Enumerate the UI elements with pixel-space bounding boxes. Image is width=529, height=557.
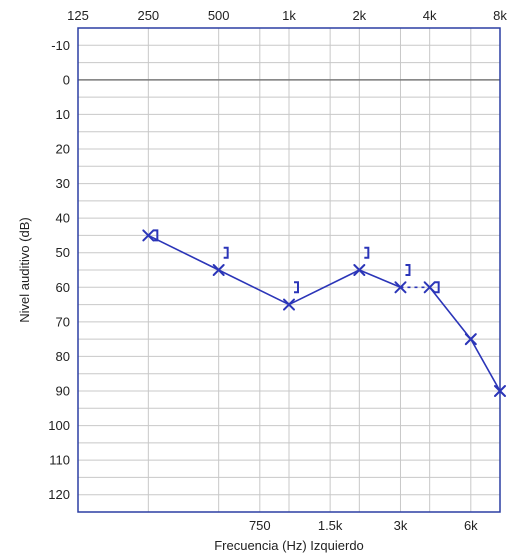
series-layer — [142, 229, 506, 397]
x-marker — [283, 298, 295, 311]
y-tick-label: 10 — [56, 107, 70, 122]
series-line-segment — [218, 269, 290, 306]
y-tick-label: 80 — [56, 349, 70, 364]
y-tick-label: 90 — [56, 384, 70, 399]
bracket-marker — [405, 264, 411, 276]
bottom-frequency-ticks: 750 1.5k 3k 6k — [249, 518, 478, 533]
bracket-marker — [364, 246, 370, 259]
y-tick-label: 0 — [63, 72, 70, 87]
top-tick-label: 250 — [137, 8, 159, 23]
top-tick-label: 500 — [208, 8, 230, 23]
x-marker — [423, 281, 436, 294]
bottom-tick-label: 6k — [464, 518, 478, 533]
series-line-segment — [147, 234, 220, 271]
y-tick-label: -10 — [51, 38, 70, 53]
top-tick-label: 8k — [493, 8, 507, 23]
y-tick-label: 100 — [48, 418, 70, 433]
series-x-markers — [142, 229, 506, 397]
bracket-marker — [294, 281, 299, 294]
y-tick-label: 30 — [56, 176, 70, 191]
top-frequency-ticks: 125 250 500 1k 2k 4k 8k — [67, 8, 507, 23]
x-marker — [212, 264, 225, 276]
y-tick-label: 20 — [56, 142, 70, 157]
bracket-marker — [223, 246, 229, 259]
series-line-segment — [470, 338, 501, 392]
x-marker — [353, 264, 366, 276]
x-marker — [142, 229, 155, 242]
x-marker — [494, 385, 506, 397]
y-tick-label: 120 — [48, 487, 70, 502]
y-axis-ticks: -10 0 10 20 30 40 50 60 70 80 90 100 110 120 — [48, 38, 70, 502]
x-marker — [464, 333, 477, 346]
top-tick-label: 125 — [67, 8, 89, 23]
bracket-marker — [153, 229, 159, 242]
series-bracket-markers — [153, 229, 440, 294]
bracket-marker — [434, 281, 440, 294]
bottom-tick-label: 1.5k — [318, 518, 343, 533]
y-tick-label: 70 — [56, 314, 70, 329]
y-tick-label: 40 — [56, 211, 70, 226]
x-marker — [394, 281, 407, 294]
top-tick-label: 1k — [282, 8, 296, 23]
series-line-segment — [359, 269, 401, 289]
plot-frame — [77, 27, 501, 513]
series-line-segment — [288, 269, 360, 306]
bottom-tick-label: 3k — [394, 518, 408, 533]
y-tick-label: 50 — [56, 245, 70, 260]
x-axis-label: Frecuencia (Hz) Izquierdo — [214, 538, 364, 553]
top-tick-label: 2k — [352, 8, 366, 23]
bottom-tick-label: 750 — [249, 518, 271, 533]
top-tick-label: 4k — [423, 8, 437, 23]
series-line-segment — [429, 286, 472, 340]
grid — [77, 28, 501, 512]
y-axis-label: Nivel auditivo (dB) — [17, 217, 32, 323]
y-tick-label: 60 — [56, 280, 70, 295]
y-tick-label: 110 — [49, 453, 70, 468]
